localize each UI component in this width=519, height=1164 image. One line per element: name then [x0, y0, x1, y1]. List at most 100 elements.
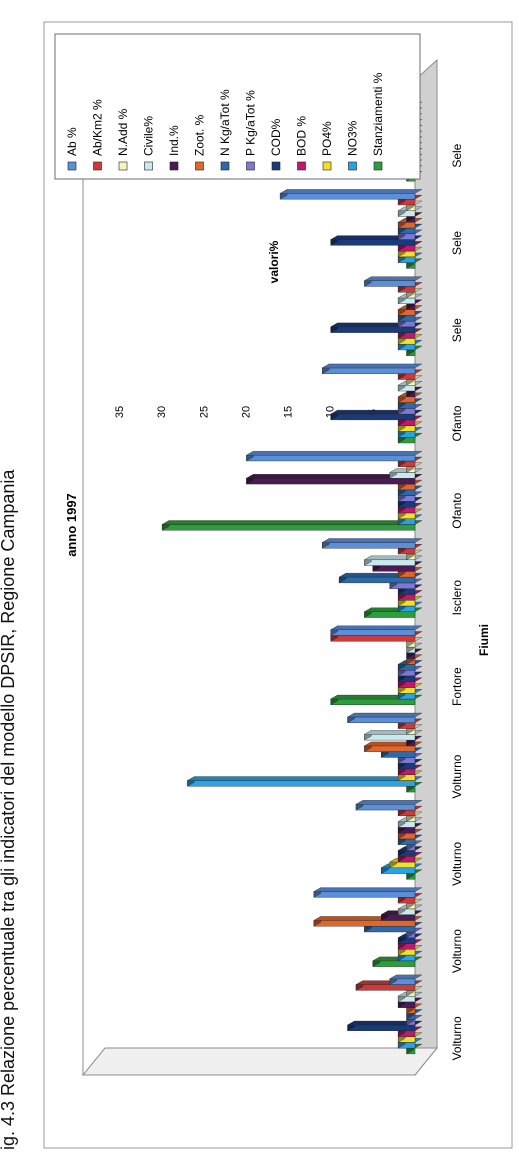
bar-front-face	[322, 367, 416, 374]
category-label: Volturno	[450, 929, 464, 973]
bar-front-face	[364, 734, 416, 741]
legend-swatch	[195, 161, 204, 171]
legend-item: Ab %	[65, 127, 79, 171]
bar-side-face	[321, 363, 423, 369]
bar-side-face	[245, 451, 423, 456]
legend-item: N.Add %	[116, 108, 130, 171]
bar-front-face	[330, 326, 416, 333]
legend-item: Stanziamenti %	[371, 72, 385, 171]
legend-label: Zoot. %	[193, 114, 207, 156]
bar	[186, 776, 423, 787]
legend-swatch	[297, 161, 306, 171]
bar	[245, 474, 423, 485]
y-tick-label: 35	[114, 406, 126, 418]
legend-items: Ab % Ab/Km2 % N.Add % Civile% Ind.% Zoot. % N …	[65, 72, 385, 171]
bar	[347, 1020, 423, 1032]
bar-side-face	[347, 712, 423, 718]
bar	[363, 276, 423, 287]
legend-swatch	[118, 161, 128, 171]
bar-side-face	[355, 800, 423, 805]
category-label: Volturno	[450, 842, 464, 886]
category-label: Sele	[450, 318, 464, 342]
bar-front-face	[347, 1024, 416, 1031]
bar	[389, 974, 423, 985]
legend-item: COD%	[269, 118, 283, 171]
bar-front-face	[330, 698, 416, 705]
bar-side-face	[363, 276, 423, 281]
legend-swatch	[246, 161, 255, 171]
bar-side-face	[313, 887, 423, 892]
y-tick-label: 20	[240, 406, 252, 418]
category-labels: Volturno Volturno Volturno Volturno Fortore I…	[450, 143, 464, 1060]
bar-front-face	[364, 926, 416, 933]
legend-label: COD%	[269, 118, 283, 156]
bar-front-face	[330, 629, 416, 636]
chart-frame	[43, 21, 513, 1149]
bar-front-face	[355, 984, 416, 991]
bar-front-face	[364, 559, 416, 566]
legend-swatch	[220, 161, 230, 171]
plot-area: -5101520253035 VolturnoVolturnoVolturnoV…	[81, 58, 464, 1077]
bar-front-face	[330, 413, 416, 421]
legend-label: Ab/Km2 %	[91, 99, 105, 156]
bar	[355, 800, 423, 811]
bar-side-face	[279, 189, 423, 194]
bar-front-face	[364, 745, 416, 752]
legend-swatch	[144, 161, 153, 171]
bar-side-face	[186, 776, 423, 781]
bar-side-face	[347, 1020, 423, 1026]
y-tick-label: 30	[156, 406, 168, 418]
bar-front-face	[313, 920, 416, 927]
category-label: Fortore	[450, 667, 464, 706]
legend-item: Ind.%	[167, 125, 181, 171]
category-label: Sele	[450, 143, 464, 167]
legend-item: P Kg/aTot %	[244, 90, 258, 171]
legend-label: Ab %	[65, 127, 79, 156]
bar-front-face	[313, 891, 416, 898]
legend-swatch	[348, 161, 357, 171]
plot-side-wall	[81, 1047, 439, 1076]
figure-caption: ig. 4.3 Relazione percentuale tra gli in…	[0, 469, 18, 1150]
bar-front-face	[161, 524, 416, 531]
category-label: Volturno	[450, 754, 464, 798]
category-label: Sele	[450, 231, 464, 255]
bar	[347, 712, 423, 724]
legend-label: Stanziamenti %	[371, 72, 385, 156]
category-label: Ofanto	[450, 492, 464, 528]
legend-label: Ind.%	[167, 125, 181, 156]
bar	[245, 450, 423, 462]
legend-label: Civile%	[142, 116, 156, 156]
legend-label: P Kg/aTot %	[244, 90, 258, 156]
legend-swatch	[67, 161, 77, 171]
bar-side-face	[389, 974, 423, 979]
legend-label: N Kg/aTot %	[218, 89, 232, 156]
bar	[279, 189, 423, 200]
bars-layer	[161, 101, 423, 1055]
legend-item: PO4%	[320, 121, 334, 171]
legend-swatch	[271, 161, 281, 171]
bar-front-face	[187, 780, 416, 787]
y-axis-title: valori%	[267, 240, 281, 283]
legend-item: NO3%	[346, 120, 360, 171]
y-axis-ticks: -5101520253035	[114, 406, 421, 418]
bar-front-face	[246, 455, 416, 462]
bar	[161, 520, 423, 531]
x-axis-title: Fiumi	[477, 624, 491, 656]
category-label: Ofanto	[450, 405, 464, 441]
legend-swatch	[322, 161, 332, 171]
legend-item: Zoot. %	[193, 114, 207, 171]
bar-front-face	[330, 635, 416, 642]
bar-front-face	[364, 280, 416, 287]
legend-box	[54, 33, 421, 180]
bar-front-face	[330, 239, 416, 246]
bar-front-face	[246, 478, 416, 485]
legend-item: N Kg/aTot %	[218, 89, 232, 171]
bar	[313, 887, 423, 898]
legend-item: Ab/Km2 %	[91, 99, 105, 171]
bar-front-face	[279, 193, 416, 200]
bar-front-face	[347, 716, 416, 723]
legend-swatch	[169, 161, 179, 171]
category-label: Isclero	[450, 580, 464, 616]
legend-label: BOD %	[295, 116, 309, 156]
